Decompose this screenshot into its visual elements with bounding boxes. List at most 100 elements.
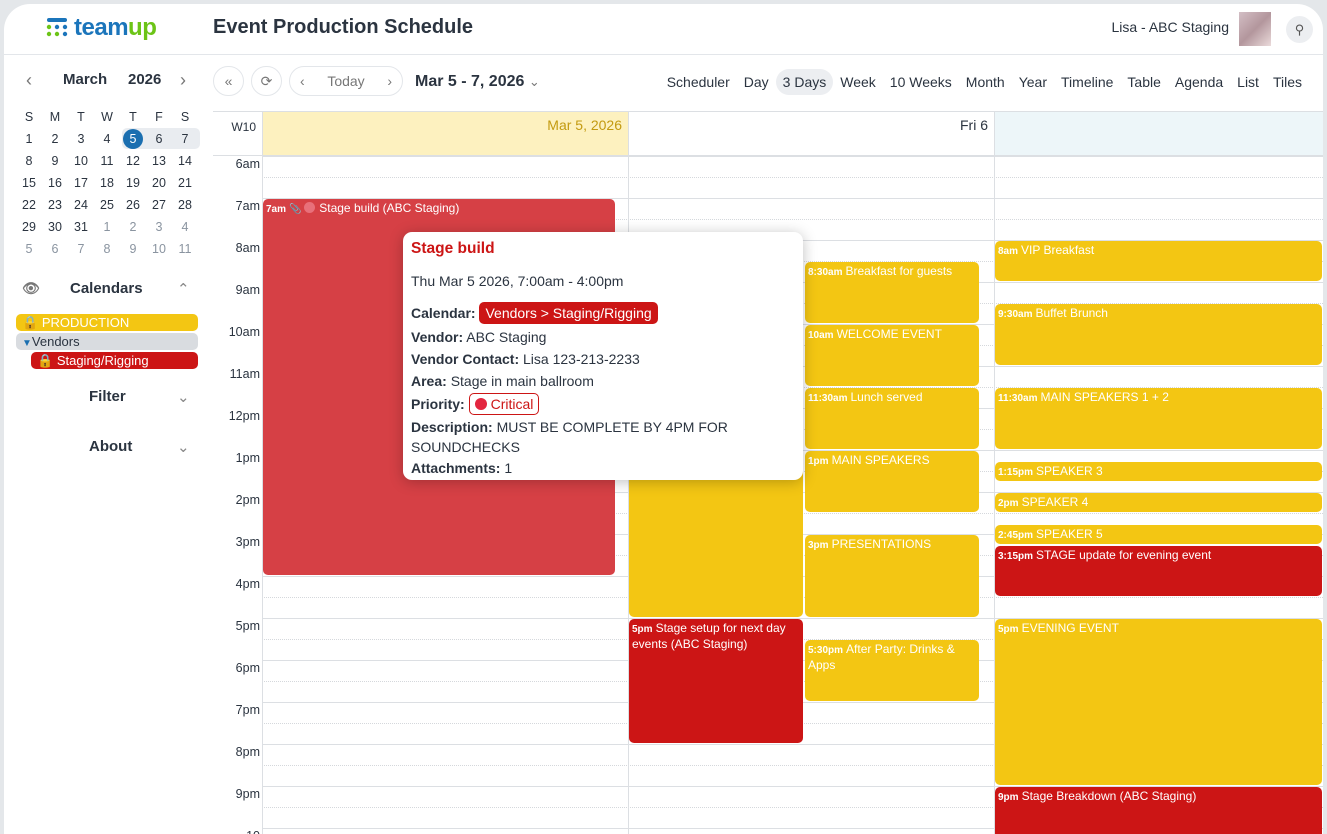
mini-day-number: 15 (22, 176, 36, 190)
mini-day[interactable]: 10 (68, 154, 94, 168)
mini-day[interactable]: 11 (94, 154, 120, 168)
eye-icon[interactable]: 👁 (22, 280, 40, 296)
view-10-weeks[interactable]: 10 Weeks (889, 74, 952, 90)
mini-day[interactable]: 5 (120, 129, 146, 149)
event[interactable]: 9:30am Buffet Brunch (995, 304, 1322, 365)
mini-day[interactable]: 25 (94, 198, 120, 212)
event[interactable]: 11:30am MAIN SPEAKERS 1 + 2 (995, 388, 1322, 449)
mini-day[interactable]: 9 (42, 154, 68, 168)
event[interactable]: 2:45pm SPEAKER 5 (995, 524, 1322, 544)
event[interactable]: 5pm EVENING EVENT (995, 619, 1322, 785)
prev-month-button[interactable]: ‹ (26, 70, 32, 90)
today-button[interactable]: Today (327, 73, 365, 89)
day-header-thu[interactable]: Mar 5, 2026 (262, 112, 628, 156)
mini-day[interactable]: 28 (172, 198, 198, 212)
search-button[interactable]: ⚲ (1286, 16, 1313, 43)
prev-button[interactable]: ‹ (300, 73, 305, 89)
mini-day[interactable]: 3 (68, 132, 94, 146)
mini-day[interactable]: 15 (16, 176, 42, 190)
mini-day[interactable]: 10 (146, 242, 172, 256)
mini-day[interactable]: 30 (42, 220, 68, 234)
logo-text: teamup (74, 14, 157, 41)
mini-day[interactable]: 2 (120, 220, 146, 234)
mini-day[interactable]: 8 (94, 242, 120, 256)
mini-day[interactable]: 6 (42, 242, 68, 256)
view-agenda[interactable]: Agenda (1174, 74, 1224, 90)
mini-day[interactable]: 4 (94, 132, 120, 146)
event[interactable]: 9pm Stage Breakdown (ABC Staging) (995, 787, 1322, 834)
chevron-down-icon[interactable]: ⌄ (177, 439, 190, 456)
view-3-days[interactable]: 3 Days (775, 69, 834, 95)
next-month-button[interactable]: › (180, 70, 186, 90)
mini-day[interactable]: 14 (172, 154, 198, 168)
mini-day[interactable]: 18 (94, 176, 120, 190)
date-range-picker[interactable]: Mar 5 - 7, 2026 ⌄ (415, 73, 540, 91)
event[interactable]: 5pm Stage setup for next day events (ABC … (629, 619, 803, 743)
mini-day[interactable]: 27 (146, 198, 172, 212)
mini-day[interactable]: 13 (146, 154, 172, 168)
mini-day-number: 27 (152, 198, 166, 212)
mini-day[interactable]: 12 (120, 154, 146, 168)
mini-day[interactable]: 23 (42, 198, 68, 212)
event[interactable]: 11:30am Lunch served (805, 388, 979, 449)
mini-day[interactable]: 11 (172, 242, 198, 256)
view-scheduler[interactable]: Scheduler (666, 74, 730, 90)
user-name[interactable]: Lisa - ABC Staging (1111, 19, 1229, 35)
event[interactable]: 5:30pm After Party: Drinks & Apps (805, 640, 979, 701)
mini-day[interactable]: 17 (68, 176, 94, 190)
event[interactable]: 10am WELCOME EVENT (805, 325, 979, 386)
mini-day[interactable]: 22 (16, 198, 42, 212)
mini-day[interactable]: 6 (146, 132, 172, 146)
view-day[interactable]: Day (743, 74, 769, 90)
mini-day[interactable]: 5 (16, 242, 42, 256)
view-year[interactable]: Year (1018, 74, 1048, 90)
event[interactable]: 2pm SPEAKER 4 (995, 493, 1322, 512)
day-header-fri[interactable]: Fri 6 (628, 112, 994, 156)
mini-day[interactable]: 20 (146, 176, 172, 190)
calendar-staging-rigging[interactable]: 🔒 Staging/Rigging (31, 352, 198, 369)
view-list[interactable]: List (1237, 74, 1259, 90)
event[interactable]: 3pm PRESENTATIONS (805, 535, 979, 617)
view-timeline[interactable]: Timeline (1061, 74, 1114, 90)
collapse-sidebar-button[interactable]: « (213, 66, 244, 96)
mini-day[interactable]: 1 (94, 220, 120, 234)
event[interactable]: 1pm MAIN SPEAKERS (805, 451, 979, 512)
view-month[interactable]: Month (965, 74, 1005, 90)
event-time: 5pm (632, 624, 653, 635)
day-header-sat[interactable] (994, 112, 1323, 156)
hour-label: 4pm (235, 577, 260, 591)
view-table[interactable]: Table (1127, 74, 1161, 90)
mini-day[interactable]: 24 (68, 198, 94, 212)
mini-day[interactable]: 21 (172, 176, 198, 190)
mini-day[interactable]: 3 (146, 220, 172, 234)
mini-day[interactable]: 7 (172, 132, 198, 146)
avatar[interactable] (1239, 12, 1271, 46)
calendar-production-schedule[interactable]: 🔒 PRODUCTION SCHEDULE (16, 314, 198, 347)
mini-day[interactable]: 16 (42, 176, 68, 190)
mini-day[interactable]: 1 (16, 132, 42, 146)
refresh-button[interactable]: ⟳ (251, 66, 282, 96)
calendar-chip[interactable]: Vendors > Staging/Rigging (479, 302, 658, 324)
view-week[interactable]: Week (840, 74, 876, 90)
event[interactable]: 3:15pm STAGE update for evening event (995, 545, 1322, 596)
mini-day[interactable]: 8 (16, 154, 42, 168)
event[interactable]: 8:30am Breakfast for guests (805, 262, 979, 323)
mini-day[interactable]: 7 (68, 242, 94, 256)
attachments-value[interactable]: 1 (504, 460, 513, 476)
event-popup: Stage build Thu Mar 5 2026, 7:00am - 4:0… (403, 232, 803, 480)
mini-day[interactable]: 4 (172, 220, 198, 234)
next-button[interactable]: › (387, 73, 392, 89)
chevron-up-icon[interactable]: ⌃ (177, 281, 190, 298)
mini-day[interactable]: 26 (120, 198, 146, 212)
event[interactable]: 8am VIP Breakfast (995, 241, 1322, 281)
mini-day[interactable]: 29 (16, 220, 42, 234)
mini-day[interactable]: 31 (68, 220, 94, 234)
mini-day[interactable]: 2 (42, 132, 68, 146)
view-tiles[interactable]: Tiles (1272, 74, 1302, 90)
calendar-vendors[interactable]: ▼Vendors (16, 333, 198, 350)
chevron-down-icon[interactable]: ⌄ (177, 389, 190, 406)
logo[interactable]: teamup (46, 14, 157, 42)
mini-day[interactable]: 9 (120, 242, 146, 256)
mini-day[interactable]: 19 (120, 176, 146, 190)
event[interactable]: 1:15pm SPEAKER 3 (995, 461, 1322, 481)
